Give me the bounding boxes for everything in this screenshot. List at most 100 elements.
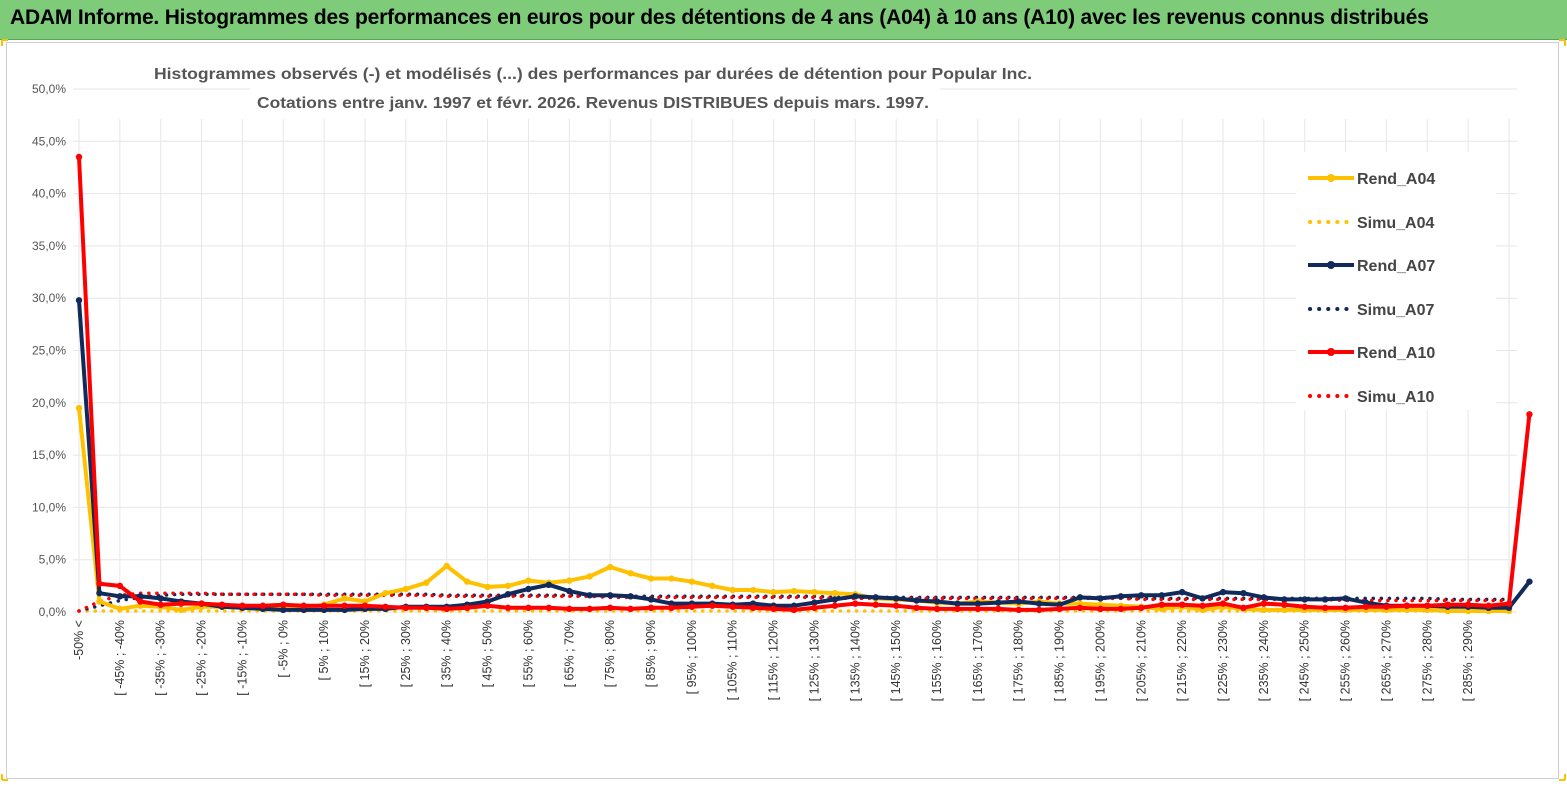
series-point-Rend_A04 [525,577,532,584]
x-tick-label: [ 195% ; 200% [1093,620,1107,701]
series-point-Rend_A10 [566,605,573,613]
series-point-Rend_A07 [1526,578,1533,585]
series-point-Rend_A07 [1097,595,1104,602]
series-point-Rend_A10 [913,604,920,612]
series-point-Rend_A10 [1444,601,1451,608]
series-point-Rend_A07 [157,595,164,602]
series-point-Rend_A10 [157,601,164,608]
series-point-Rend_A10 [320,602,328,609]
series-line-Rend_A10 [77,156,1532,612]
series-point-Rend_A07 [627,593,634,600]
x-tick-label: [ 75% ; 80% [603,620,617,687]
header-banner: ADAM Informe. Histogrammes des performan… [0,0,1567,40]
x-tick-label: [ 175% ; 180% [1012,620,1026,701]
y-tick-label: 25,0% [32,344,66,358]
series-point-Rend_A10 [96,580,103,587]
series-point-Rend_A07 [1240,589,1247,597]
series-point-Rend_A10 [341,602,348,609]
series-point-Rend_A10 [729,603,736,610]
series-point-Rend_A04 [647,575,655,582]
series-point-Rend_A07 [1199,595,1206,602]
series-point-Rend_A04 [668,575,675,582]
series-point-Rend_A10 [545,604,553,612]
header-title: ADAM Informe. Histogrammes des performan… [10,6,1429,29]
series-point-Rend_A10 [606,604,614,612]
series-point-Rend_A10 [1076,604,1084,612]
series-point-Rend_A10 [770,605,777,613]
series-point-Rend_A10 [402,604,410,612]
series-point-Rend_A04 [1281,606,1288,614]
series-point-Rend_A10 [892,602,900,609]
x-tick-label: [ -25% ; -20% [195,620,209,696]
x-tick-label: [ 65% ; 70% [562,620,576,687]
series-point-Rend_A10 [361,602,369,609]
legend-marker-Rend_A10 [1327,348,1335,356]
series-point-Rend_A10 [627,605,634,613]
x-tick-label: -50% < [72,620,86,660]
series-point-Rend_A10 [974,605,982,613]
corner-mark [1559,774,1566,781]
series-point-Rend_A10 [1260,600,1268,607]
series-point-Rend_A10 [1035,606,1043,614]
series-point-Rend_A04 [709,582,716,590]
series-point-Rend_A10 [239,602,246,609]
series-point-Rend_A07 [913,597,920,604]
series-point-Rend_A10 [484,602,491,609]
x-tick-label: [ 255% ; 260% [1339,620,1353,701]
x-tick-label: [ 155% ; 160% [930,620,944,701]
series-point-Rend_A10 [443,605,450,613]
corner-mark [1,774,8,781]
legend-marker-Rend_A04 [1327,174,1335,182]
series-point-Rend_A10 [75,153,83,161]
legend-label-Rend_A07: Rend_A07 [1357,258,1435,275]
series-point-Rend_A10 [1342,604,1349,612]
series-point-Rend_A04 [1260,606,1268,614]
x-tick-label: [ 215% ; 220% [1175,620,1189,701]
series-point-Rend_A10 [1117,605,1125,613]
series-point-Rend_A10 [1281,601,1288,608]
series-point-Rend_A10 [668,604,675,612]
y-tick-label: 45,0% [32,134,66,148]
x-tick-label: [ -35% ; -30% [154,620,168,696]
series-point-Rend_A04 [177,606,185,614]
series-point-Rend_A10 [811,604,818,612]
series-point-Rend_A04 [831,589,839,597]
series-point-Rend_A10 [423,604,430,612]
series-point-Rend_A04 [688,578,696,585]
series-point-Rend_A10 [831,602,839,609]
legend-label-Rend_A04: Rend_A04 [1357,171,1435,188]
x-tick-label: [ 285% ; 290% [1461,620,1475,701]
series-point-Rend_A04 [729,586,736,594]
legend-label-Simu_A10: Simu_A10 [1357,389,1434,406]
series-point-Rend_A04 [116,605,124,613]
series-point-Rend_A10 [586,605,593,613]
series-point-Rend_A04 [402,585,410,593]
series-point-Rend_A04 [627,570,634,577]
series-point-Rend_A10 [1403,602,1411,609]
y-tick-label: 10,0% [32,500,66,514]
series-point-Rend_A07 [1158,592,1165,599]
chart-title-line-1: Histogrammes observés (-) et modélisés (… [154,66,1032,83]
series-point-Rend_A10 [1485,602,1492,609]
series-point-Rend_A10 [1505,600,1513,607]
series-point-Rend_A07 [974,600,982,607]
series-point-Rend_A10 [1097,605,1104,613]
series-point-Rend_A07 [96,589,103,597]
x-tick-label: [ 205% ; 210% [1134,620,1148,701]
series-point-Rend_A07 [811,599,818,606]
series-point-Rend_A07 [566,587,573,595]
series-point-Rend_A10 [1158,601,1165,608]
series-point-Rend_A04 [96,598,103,605]
series-point-Rend_A07 [831,596,839,603]
x-tick-label: [ -5% ; 0% [276,620,290,678]
series-line-Simu_A10 [77,591,1511,613]
series-point-Rend_A07 [1117,593,1125,600]
x-tick-label: [ 165% ; 170% [971,620,985,701]
series-point-Rend_A10 [259,602,267,609]
series-point-Rend_A10 [463,604,471,612]
series-line-Rend_A04 [77,407,1509,613]
x-tick-label: [ 45% ; 50% [481,620,495,687]
series-point-Rend_A10 [137,598,144,605]
y-tick-label: 15,0% [32,448,66,462]
